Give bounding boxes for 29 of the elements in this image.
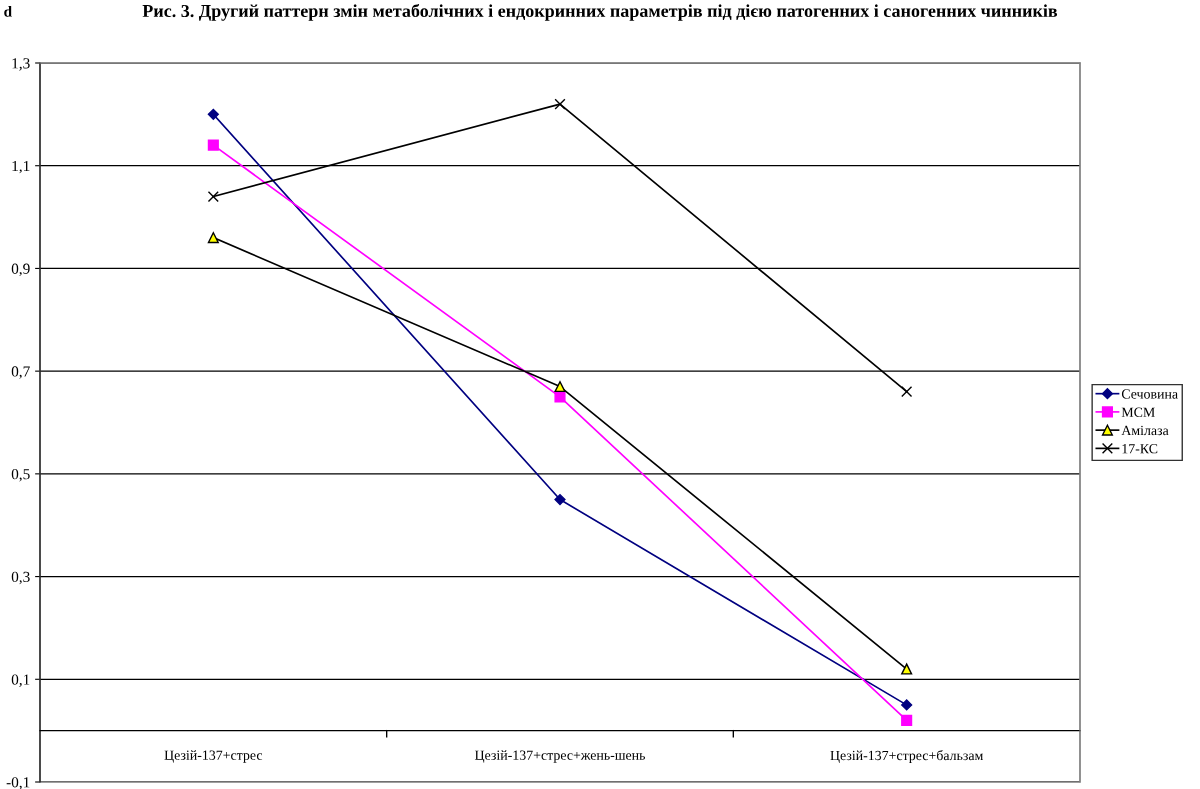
point: [554, 391, 566, 403]
y-tick-label: 0,7: [11, 366, 30, 379]
legend-label: Амілаза: [1121, 425, 1169, 436]
point: [207, 190, 219, 203]
y-tick-label: 1,1: [12, 160, 30, 174]
point: [207, 139, 219, 151]
point: [554, 380, 566, 393]
chart-title: Рис. 3. Другий паттерн змін метаболічних і ендокринних параметрів під дією патогенних і саногенних чинників: [142, 3, 1058, 21]
y-tick-label: 0,1: [11, 674, 30, 687]
x-tick-label: Цезій-137+стрес: [164, 750, 263, 763]
legend-label: МСМ: [1121, 407, 1155, 417]
point: [901, 386, 913, 398]
point: [901, 714, 913, 726]
point: [554, 98, 566, 110]
point: [207, 232, 219, 244]
x-tick-label: Цезій-137+стрес+бальзам: [830, 750, 984, 763]
y-axis-title: d: [4, 6, 12, 17]
y-tick-label: 0,9: [11, 263, 30, 277]
point: [901, 699, 913, 711]
x-tick-label: Цезій-137+стрес+жень-шень: [474, 750, 646, 763]
y-tick-label: 0,3: [11, 571, 30, 585]
point: [901, 663, 913, 675]
legend-label: Сечовина: [1121, 389, 1178, 399]
point: [207, 108, 219, 120]
point: [554, 493, 566, 506]
legend-label: 17-КС: [1122, 444, 1158, 454]
y-tick-label: 1,3: [12, 58, 30, 71]
y-tick-label: -0,1: [6, 777, 30, 789]
y-tick-label: 0,5: [11, 469, 30, 482]
